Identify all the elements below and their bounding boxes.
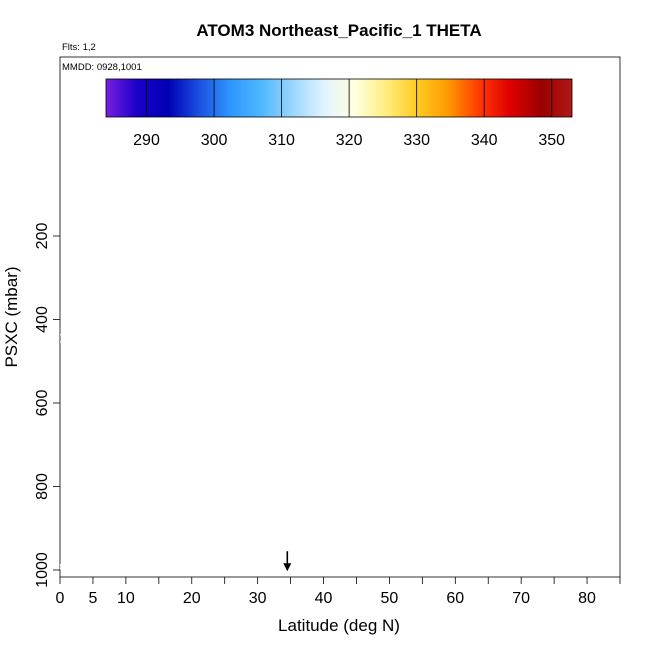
- observation-point: [332, 345, 341, 354]
- colorbar-tick-label: 350: [538, 132, 565, 149]
- observation-point: [148, 257, 157, 266]
- y-tick-label: 1000: [34, 552, 51, 588]
- observation-point: [497, 243, 506, 252]
- observation-point: [368, 567, 378, 576]
- observation-point: [326, 561, 335, 570]
- observation-point: [391, 254, 401, 263]
- observation-point: [62, 557, 71, 566]
- location-arrow: [283, 551, 292, 572]
- observation-point: [148, 349, 157, 358]
- observation-point: [378, 343, 387, 352]
- observation-point: [263, 266, 272, 275]
- x-tick-label: 60: [446, 590, 464, 607]
- y-tick-label: 400: [34, 306, 51, 333]
- colorbar-tick-label: 300: [201, 132, 228, 149]
- observation-point: [296, 267, 305, 276]
- y-tick-label: 200: [34, 223, 51, 250]
- observation-point: [312, 372, 322, 381]
- y-tick-label: 800: [34, 473, 51, 500]
- observation-point: [246, 257, 256, 266]
- observation-point: [158, 559, 167, 568]
- observation-point: [240, 227, 249, 236]
- observation-point: [352, 254, 361, 263]
- observation-point: [438, 243, 447, 252]
- observation-point: [115, 248, 124, 257]
- observation-point: [316, 351, 325, 360]
- observation-point: [322, 372, 331, 381]
- observation-point: [95, 561, 104, 570]
- observation-point: [88, 353, 98, 363]
- observation-points: [60, 227, 532, 576]
- x-tick-label: 70: [512, 590, 530, 607]
- colorbar-gradient: [105, 78, 573, 118]
- x-tick-label: 10: [117, 590, 135, 607]
- observation-point: [302, 263, 312, 272]
- x-axis-label: Latitude (deg N): [278, 616, 400, 635]
- observation-point: [457, 243, 466, 252]
- flights-label: Flts: 1,2: [62, 42, 96, 53]
- observation-point: [60, 334, 65, 343]
- arrow-head: [283, 563, 292, 572]
- observation-point: [60, 562, 68, 571]
- observation-point: [220, 257, 229, 266]
- chart-title: ATOM3 Northeast_Pacific_1 THETA: [196, 21, 481, 40]
- observation-point: [421, 364, 430, 373]
- x-tick-label: 5: [88, 590, 97, 607]
- observation-point: [95, 248, 104, 257]
- x-tick-label: 30: [249, 590, 267, 607]
- colorbar-tick-label: 330: [403, 132, 430, 149]
- x-tick-label: 40: [315, 590, 333, 607]
- observation-point: [523, 351, 532, 360]
- colorbar-tick-label: 320: [336, 132, 363, 149]
- observation-point: [164, 257, 173, 266]
- y-axis: 200 400 600 800 1000: [34, 223, 60, 588]
- observation-point: [181, 257, 190, 266]
- x-tick-label: 0: [56, 590, 65, 607]
- observation-point: [408, 375, 417, 385]
- observation-point: [358, 349, 368, 358]
- x-tick-label: 80: [578, 590, 596, 607]
- observation-point: [214, 330, 223, 339]
- y-tick-label: 600: [34, 390, 51, 417]
- colorbar-tick-label: 340: [471, 132, 498, 149]
- observation-point: [131, 233, 140, 243]
- x-tick-label: 50: [381, 590, 399, 607]
- observation-point: [200, 257, 210, 266]
- observation-point: [171, 345, 180, 354]
- observation-point: [184, 231, 193, 241]
- colorbar: 290 300 310 320 330 340 350: [105, 78, 573, 149]
- observation-point: [312, 565, 322, 575]
- observation-point: [484, 243, 493, 252]
- observation-point: [72, 335, 81, 344]
- colorbar-tick-label: 290: [133, 132, 160, 149]
- observation-point: [250, 231, 259, 241]
- observation-point: [82, 248, 91, 257]
- x-axis: 0 5 10 20 30 40 50 60 70 80: [56, 577, 621, 607]
- observation-point: [266, 257, 275, 266]
- colorbar-tick-label: 310: [268, 132, 295, 149]
- observation-point: [128, 249, 137, 259]
- plot-frame: [59, 56, 621, 578]
- observation-point: [72, 239, 81, 248]
- x-tick-label: 20: [183, 590, 201, 607]
- observation-point: [207, 560, 216, 570]
- y-axis-label: PSXC (mbar): [2, 266, 21, 367]
- observation-point: [470, 243, 480, 252]
- observation-point: [105, 328, 114, 337]
- observation-point: [322, 261, 331, 270]
- mmdd-label: MMDD: 0928,1001: [62, 62, 142, 73]
- observation-point: [230, 257, 239, 266]
